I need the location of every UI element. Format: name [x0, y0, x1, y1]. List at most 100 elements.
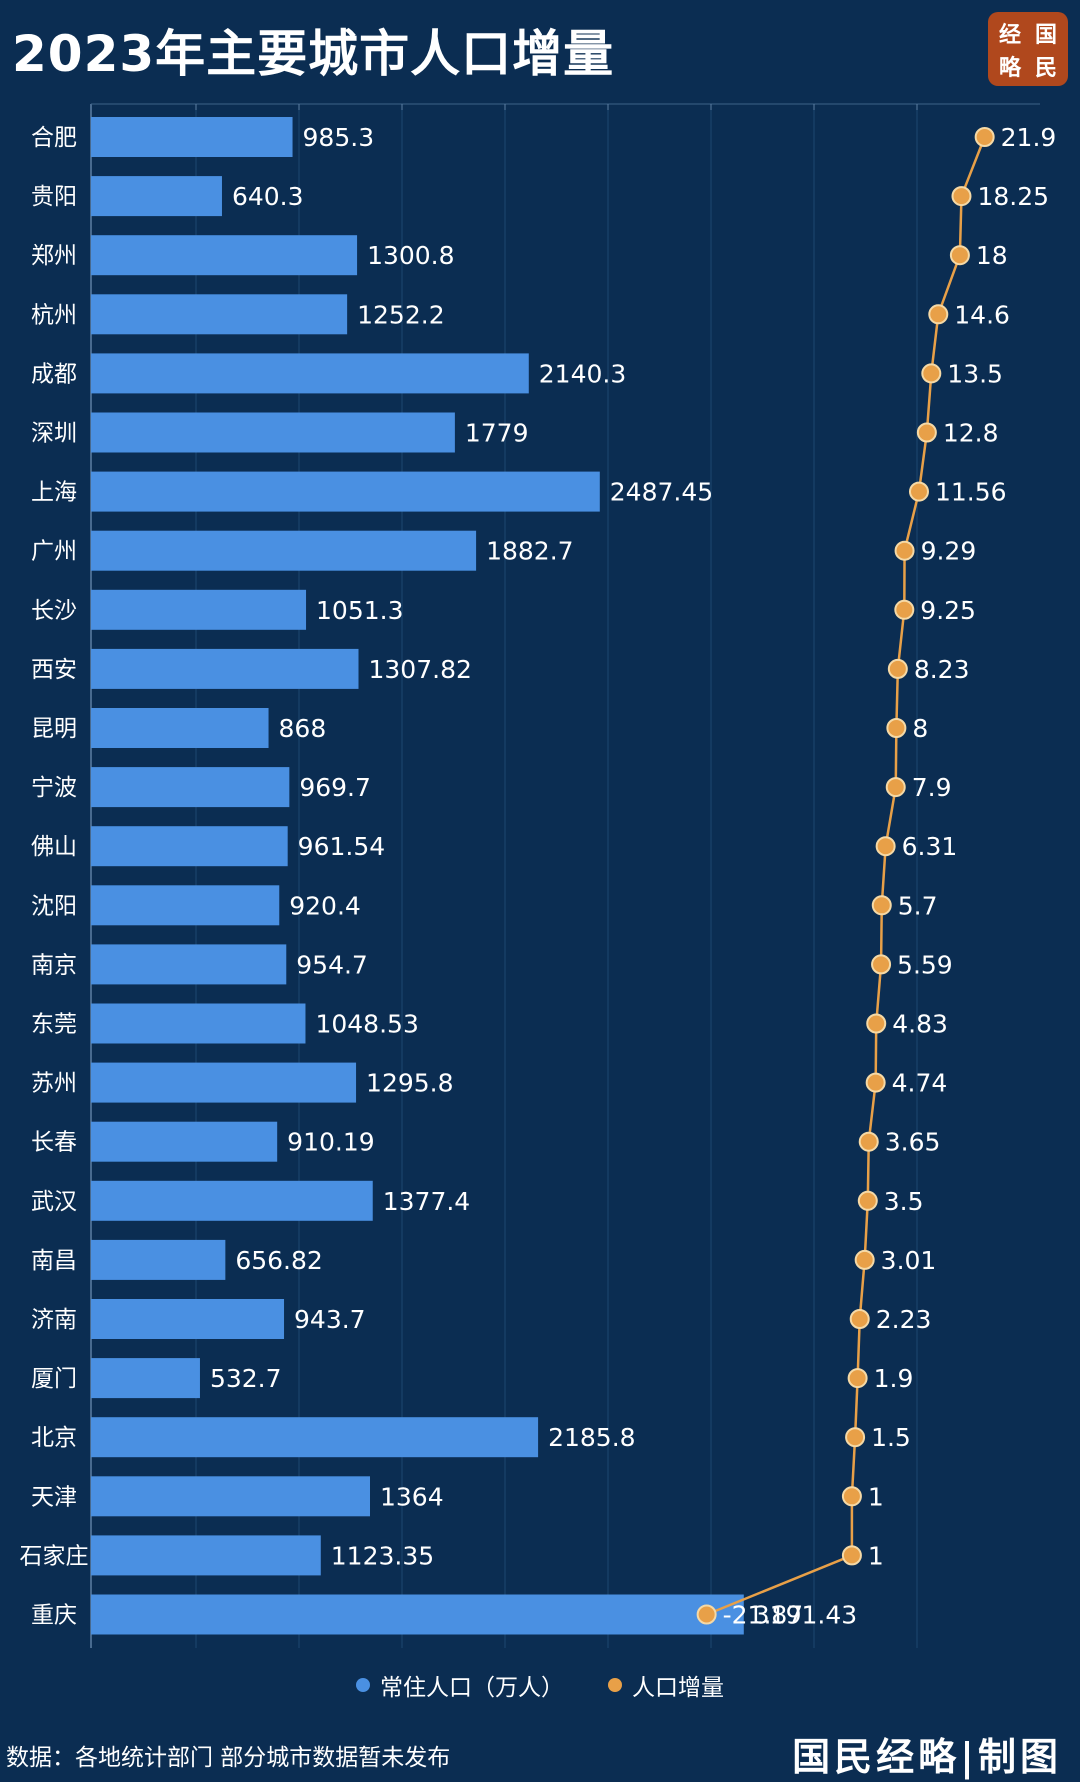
bar-value-label: 969.7 — [299, 773, 371, 802]
category-label: 广州 — [31, 539, 77, 565]
bar — [91, 353, 529, 394]
bar-value-label: 1300.8 — [367, 241, 454, 270]
bar — [91, 1239, 226, 1280]
increase-point — [845, 1427, 866, 1448]
increase-value-label: 2.23 — [876, 1305, 932, 1334]
category-label: 天津 — [31, 1484, 77, 1510]
category-label: 济南 — [31, 1307, 77, 1333]
increase-point — [871, 895, 892, 916]
increase-value-label: 9.29 — [921, 537, 977, 566]
bar-value-label: 2185.8 — [548, 1423, 635, 1452]
bar — [91, 826, 288, 867]
logo-char: 经 — [998, 21, 1021, 48]
increase-point — [841, 1545, 862, 1566]
legend-item-increase: 人口增量 — [608, 1668, 724, 1702]
increase-value-label: 21.9 — [1001, 123, 1057, 152]
bar-value-label: 532.7 — [210, 1364, 282, 1393]
category-label: 长沙 — [31, 598, 77, 624]
increase-value-label: 7.9 — [912, 773, 952, 802]
increase-value-label: 3.5 — [884, 1187, 924, 1216]
increase-point — [928, 304, 949, 325]
bar-value-label: 943.7 — [294, 1305, 366, 1334]
increase-value-label: 12.8 — [943, 419, 999, 448]
bar-value-label: 1123.35 — [331, 1541, 434, 1570]
increase-point — [894, 599, 915, 620]
increase-point — [875, 836, 896, 857]
bar-value-label: 656.82 — [235, 1246, 322, 1275]
increase-value-label: 1 — [868, 1541, 884, 1570]
bar — [91, 648, 359, 689]
bar-value-label: 961.54 — [298, 832, 385, 861]
category-label: 宁波 — [31, 775, 77, 801]
increase-point — [866, 1013, 887, 1034]
bar-value-label: 1377.4 — [383, 1187, 470, 1216]
legend-label-population: 常住人口（万人） — [380, 1675, 564, 1701]
bar — [91, 1417, 539, 1458]
bar-value-label: 1364 — [380, 1482, 444, 1511]
bar-value-label: 2140.3 — [539, 359, 626, 388]
category-label: 上海 — [31, 480, 77, 506]
legend-dot-bar — [356, 1678, 370, 1692]
category-label: 长春 — [31, 1130, 77, 1156]
increase-point — [858, 1131, 879, 1152]
category-label: 深圳 — [31, 421, 77, 447]
chart-legend: 常住人口（万人） 人口增量 — [0, 1668, 1080, 1702]
increase-point — [865, 1072, 886, 1093]
category-label: 昆明 — [31, 716, 77, 742]
bar — [91, 1476, 370, 1517]
increase-value-label: 8 — [912, 714, 928, 743]
increase-point — [916, 422, 937, 443]
increase-value-label: 14.6 — [954, 300, 1010, 329]
increase-value-label: 8.23 — [914, 655, 970, 684]
logo-char: 民 — [1034, 54, 1057, 81]
increase-value-label: 1.9 — [874, 1364, 914, 1393]
increase-point — [949, 245, 970, 266]
bar-value-label: 640.3 — [232, 182, 304, 211]
increase-point — [921, 363, 942, 384]
category-label: 贵阳 — [31, 184, 77, 210]
bar — [91, 1299, 285, 1339]
increase-value-label: 18 — [976, 241, 1008, 270]
plot-area — [90, 103, 1040, 1648]
bar-value-label: 1307.82 — [369, 655, 472, 684]
category-label: 西安 — [31, 657, 77, 683]
bar — [91, 1062, 357, 1103]
increase-value-label: 1.5 — [871, 1423, 911, 1452]
increase-value-label: -21.87 — [723, 1601, 804, 1630]
bar — [91, 530, 477, 571]
bar-value-label: 1051.3 — [316, 596, 403, 625]
increase-point — [908, 481, 929, 502]
category-label: 佛山 — [31, 834, 77, 860]
category-label: 南京 — [31, 952, 77, 978]
bar — [91, 294, 348, 335]
bar-value-label: 1252.2 — [357, 300, 444, 329]
bar — [91, 176, 222, 217]
brand-logo: 经 国 略 民 — [988, 12, 1068, 86]
category-label: 北京 — [31, 1425, 77, 1451]
category-label: 东莞 — [31, 1012, 77, 1038]
increase-point — [841, 1486, 862, 1507]
bar-value-label: 868 — [279, 714, 327, 743]
increase-value-label: 4.83 — [892, 1010, 948, 1039]
chart-title: 2023年主要城市人口增量 — [12, 25, 615, 83]
increase-value-label: 3.01 — [881, 1246, 937, 1275]
population-chart: 合肥 985.3 贵阳 640.3 郑州 1300.8 杭州 1252.2 成都 2140.3 深圳… — [20, 103, 1057, 1648]
increase-value-label: 9.25 — [920, 596, 976, 625]
increase-point — [847, 1368, 868, 1389]
increase-point — [894, 540, 915, 561]
data-source-note: 数据：各地统计部门 部分城市数据暂未发布 — [6, 1745, 451, 1771]
legend-label-increase: 人口增量 — [632, 1675, 724, 1701]
increase-point — [951, 186, 972, 207]
increase-point — [871, 954, 892, 975]
bar — [91, 767, 290, 808]
bar — [91, 1594, 744, 1635]
bar-value-label: 954.7 — [296, 950, 368, 979]
increase-value-label: 11.56 — [935, 478, 1007, 507]
bar-value-label: 1779 — [465, 419, 529, 448]
bar — [91, 1358, 200, 1399]
bar — [91, 1180, 373, 1221]
bar-value-label: 3191.43 — [754, 1601, 857, 1630]
increase-value-label: 4.74 — [892, 1069, 948, 1098]
bar-value-label: 985.3 — [303, 123, 375, 152]
increase-point — [854, 1249, 875, 1270]
